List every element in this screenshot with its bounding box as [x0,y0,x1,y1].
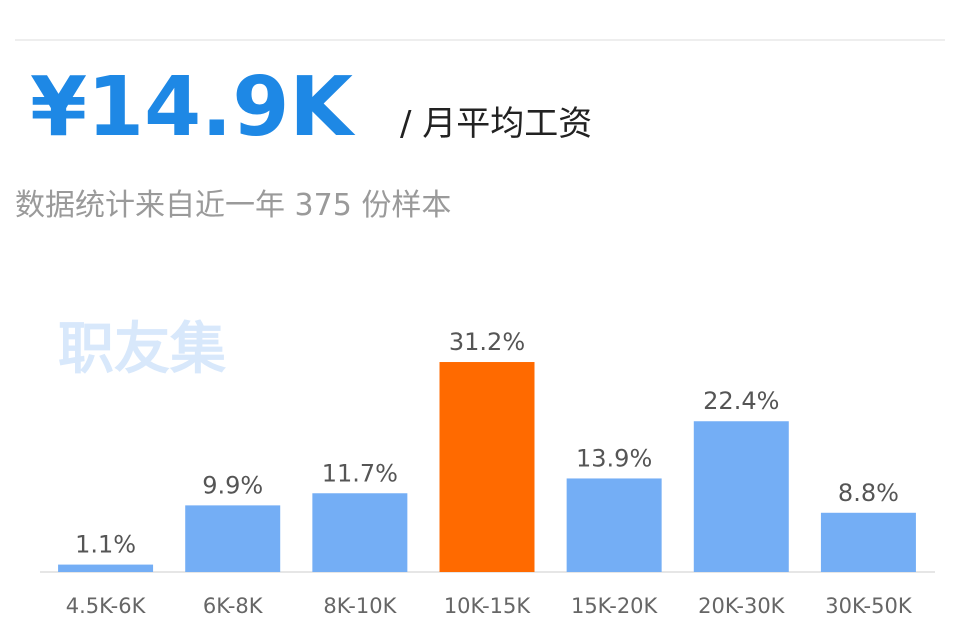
watermark: 职友集 [58,317,226,382]
bar [820,512,916,572]
bar [312,493,408,572]
value-label: 1.1% [75,531,136,559]
x-tick-label: 6K-8K [203,594,264,618]
x-tick-label: 10K-15K [444,594,532,618]
value-label: 11.7% [322,459,398,487]
bar [58,564,154,572]
bar [693,421,789,572]
headline-suffix: / 月平均工资 [400,104,592,144]
value-label: 22.4% [703,387,779,415]
x-tick-label: 15K-20K [571,594,659,618]
bar [566,478,662,572]
bar [439,362,535,572]
value-label: 9.9% [202,471,263,499]
x-tick-label: 20K-30K [698,594,786,618]
bar [185,505,281,572]
x-tick-label: 30K-50K [825,594,913,618]
value-label: 13.9% [576,444,652,472]
x-tick-label: 8K-10K [323,594,397,618]
x-tick-label: 4.5K-6K [66,594,147,618]
subtitle: 数据统计来自近一年 375 份样本 [15,188,451,223]
value-label: 8.8% [838,479,899,507]
value-label: 31.2% [449,328,525,356]
headline-salary: ¥14.9K [30,60,356,155]
